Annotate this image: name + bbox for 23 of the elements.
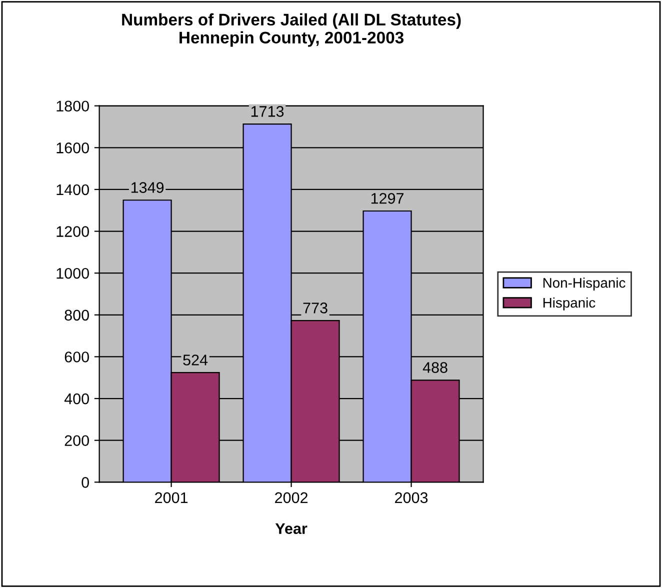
y-tick-label: 0 xyxy=(82,477,89,488)
y-tick-label: 400 xyxy=(64,393,89,404)
chart-title: Numbers of Drivers Jailed (All DL Statutes) Hennepin County, 2001-2003 xyxy=(122,13,461,47)
x-tick-label: 2002 xyxy=(275,492,308,504)
y-tick-label: 200 xyxy=(64,435,89,446)
y-tick-label: 1000 xyxy=(56,268,89,279)
legend-label: Non-Hispanic xyxy=(543,278,626,291)
data-label: 524 xyxy=(183,354,208,366)
y-tick-label: 1400 xyxy=(56,184,89,196)
data-label: 488 xyxy=(422,362,448,373)
y-tick-label: 1200 xyxy=(56,226,89,237)
data-label: 1713 xyxy=(251,106,284,117)
y-tick-label: 800 xyxy=(64,310,89,321)
data-label: 1297 xyxy=(371,192,404,204)
data-label: 773 xyxy=(303,302,328,314)
y-tick-label: 1800 xyxy=(56,100,89,112)
y-tick-label: 600 xyxy=(64,352,89,362)
x-tick-label: 2001 xyxy=(155,492,188,504)
y-tick-label: 1600 xyxy=(56,142,89,154)
x-tick-label: 2003 xyxy=(395,492,428,504)
legend-label: Hispanic xyxy=(543,297,596,310)
x-axis-title: Year xyxy=(275,523,308,534)
data-label: 1349 xyxy=(131,182,164,193)
